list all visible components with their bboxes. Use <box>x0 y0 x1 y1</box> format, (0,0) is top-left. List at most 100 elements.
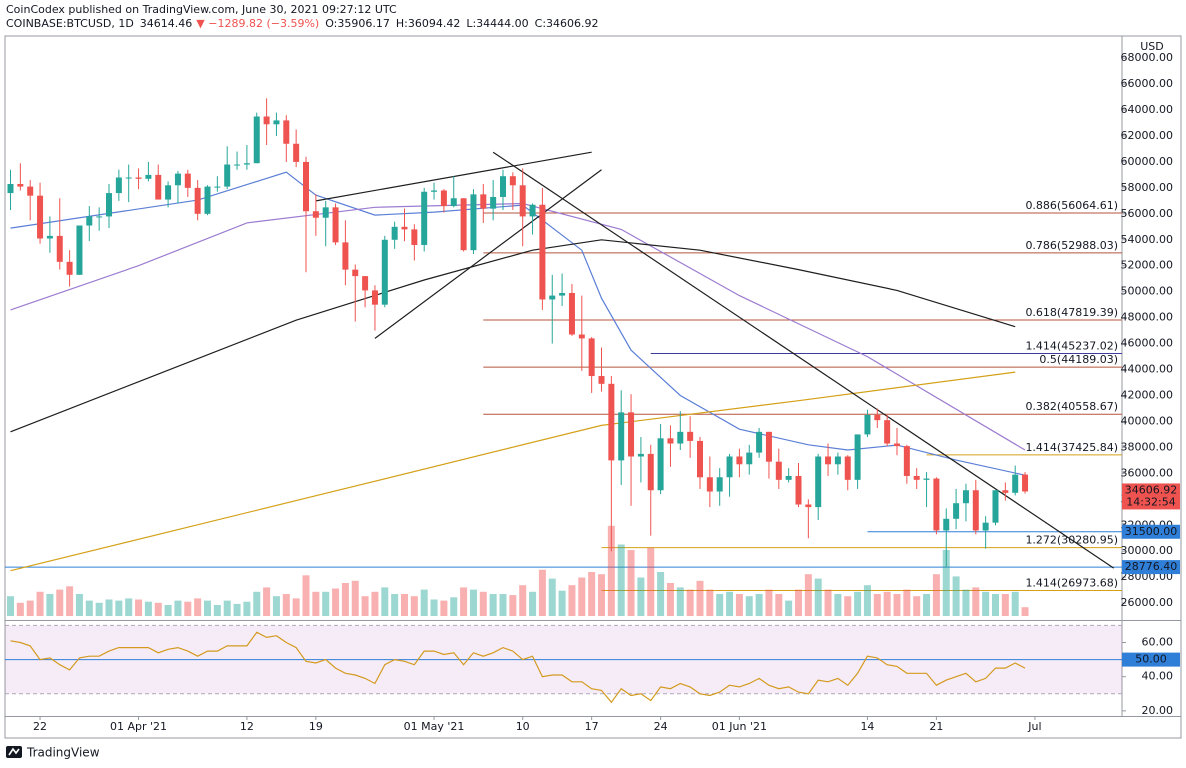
volume-bar <box>213 605 221 616</box>
candle-body <box>342 242 349 270</box>
candle-body <box>687 431 694 441</box>
volume-bar <box>263 587 271 616</box>
candle-body <box>381 239 388 305</box>
candle-body <box>716 477 723 492</box>
candle-body <box>332 207 339 243</box>
y-tick-label: 52000.00 <box>1121 259 1174 272</box>
volume-bar <box>775 594 783 616</box>
ohlc-high: H:36094.42 <box>396 17 460 30</box>
candle-body <box>726 456 733 478</box>
volume-bar <box>647 547 655 616</box>
candle-body <box>500 176 506 197</box>
candle-body <box>805 504 812 508</box>
price-tag <box>1122 524 1180 539</box>
rsi-line <box>10 631 1026 704</box>
y-tick-label: 38000.00 <box>1121 440 1174 453</box>
candle-body <box>549 295 556 300</box>
level-label: 1.414(26973.68) <box>1025 576 1118 589</box>
level-label: 1.414(45237.02) <box>1025 339 1118 352</box>
x-tick-label: 24 <box>654 720 668 733</box>
candle-body <box>17 183 24 187</box>
axes: 26000.0028000.0030000.0032000.0034000.00… <box>33 51 1180 733</box>
volume-bar <box>7 596 14 616</box>
candle-body <box>775 461 782 480</box>
level-label: 0.786(52988.03) <box>1025 239 1118 252</box>
volume-bar <box>282 594 290 616</box>
volume-bar <box>795 589 802 616</box>
volume-bar <box>253 591 261 616</box>
y-tick-label: 60000.00 <box>1121 155 1174 168</box>
volume-bar <box>785 600 793 616</box>
volume-bar <box>1021 607 1029 616</box>
level-label: 0.886(56064.61) <box>1025 199 1118 212</box>
volume-bar <box>16 602 24 616</box>
candle-body <box>322 207 329 218</box>
candle-body <box>243 163 250 165</box>
volume-bar <box>312 591 320 616</box>
candle-body <box>115 177 122 194</box>
candle-body <box>460 198 467 251</box>
volume-bar <box>578 577 586 616</box>
x-tick-label: 21 <box>929 720 943 733</box>
volume-bar <box>804 574 812 616</box>
candle-body <box>7 183 14 194</box>
candle-body <box>1012 474 1019 493</box>
candle-body <box>825 456 832 465</box>
volume-bar <box>105 599 113 616</box>
x-tick-label: Jul <box>1027 720 1041 733</box>
volume-bar <box>391 594 399 616</box>
y-tick-label: 64000.00 <box>1121 103 1174 116</box>
volume-bar <box>529 591 537 616</box>
y-tick-label: 68000.00 <box>1121 51 1174 64</box>
volume-bar <box>992 594 999 616</box>
candle-body <box>352 269 359 277</box>
volume-bar <box>469 589 477 616</box>
last-price-tag <box>1122 483 1180 510</box>
candle-body <box>371 290 378 305</box>
ohlc-close: C:34606.92 <box>535 17 599 30</box>
logo-icon <box>6 746 22 758</box>
y-tick-label: 50000.00 <box>1121 285 1174 298</box>
volume-bar <box>460 587 468 616</box>
candle-body <box>490 196 497 209</box>
candle-body <box>184 173 191 188</box>
candle-body <box>165 185 172 200</box>
candle-body <box>913 475 920 480</box>
candle-body <box>884 420 891 444</box>
x-tick-label: 10 <box>516 720 530 733</box>
y-tick-label: 66000.00 <box>1121 77 1174 90</box>
candle-body <box>765 431 772 462</box>
moving-average <box>10 371 1016 572</box>
y-tick-label: 48000.00 <box>1121 311 1174 324</box>
candle-body <box>618 412 625 461</box>
rsi-mid-tag <box>1122 652 1180 667</box>
volume-bar <box>56 589 64 616</box>
candle-body <box>903 446 910 476</box>
candle-body <box>854 434 861 480</box>
volume-bar <box>745 596 753 616</box>
volume-bar <box>765 589 773 616</box>
candle-body <box>756 431 763 453</box>
candle-body <box>598 376 605 384</box>
candle-body <box>657 438 664 491</box>
candle-body <box>234 164 241 166</box>
volume-bar <box>322 591 330 616</box>
candle-body <box>401 226 408 230</box>
volume-bar <box>735 594 743 616</box>
volume-bar <box>410 596 418 616</box>
volume-bar <box>923 594 931 616</box>
candle-body <box>391 226 398 240</box>
ohlc-low: L:34444.00 <box>466 17 528 30</box>
candle-body <box>135 177 142 179</box>
volume-bar <box>913 596 921 616</box>
candle-body <box>568 292 575 335</box>
candle-body <box>1002 490 1009 493</box>
candle-body <box>559 292 566 296</box>
volume-bar <box>863 585 871 616</box>
volume-bar <box>883 591 891 616</box>
candle-body <box>56 235 63 262</box>
volume-bar <box>706 589 714 616</box>
chart-frame <box>4 35 1182 739</box>
